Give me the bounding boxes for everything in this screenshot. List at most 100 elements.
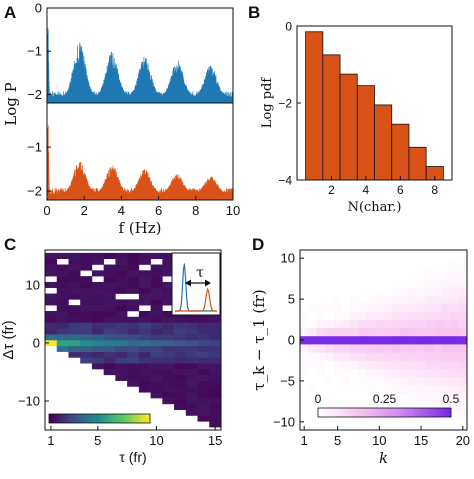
panel-d-cell [350, 335, 359, 345]
panel-c-cell [127, 328, 140, 335]
panel-c-cell [91, 287, 104, 294]
panel-c-cell [91, 252, 104, 260]
panel-c-cell [68, 328, 81, 335]
panel-c-cell [138, 386, 151, 393]
panel-c-cell [103, 305, 116, 312]
panel-c-cell [174, 316, 187, 323]
panel-d-cell [308, 385, 317, 394]
panel-c-colorbar-segment [112, 414, 115, 423]
panel-c-colorbar-segment [91, 414, 95, 423]
panel-d-colorbar-segment [437, 408, 442, 417]
panel-c-cell [127, 316, 140, 323]
panel-d-cell [441, 352, 451, 361]
panel-c-cell [115, 363, 128, 370]
panel-d-cell [366, 376, 376, 386]
panel-c-cell [80, 310, 93, 318]
panel-d-cell [300, 368, 309, 378]
panel-d-cell [408, 311, 418, 320]
panel-c-cell [68, 276, 81, 283]
panel-c-cell [103, 287, 116, 294]
panel-c-cell [127, 299, 140, 306]
panel-c-cell [68, 293, 81, 300]
panel-c-cell [138, 369, 151, 376]
panel-c-cell [68, 305, 81, 312]
panel-d-colorbar-segment [397, 408, 402, 417]
panel-c-cell [115, 299, 128, 306]
panel-d-cell [458, 303, 468, 312]
panel-d-cell [333, 311, 343, 320]
panel-d-cell [316, 327, 326, 337]
panel-d-cell [350, 319, 359, 329]
panel-c-cell [197, 415, 210, 422]
panel-d-cell [416, 327, 426, 337]
panel-d-cell [416, 319, 426, 329]
panel-c-cell [56, 322, 69, 329]
panel-c-colorbar-segment [99, 414, 103, 423]
panel-c-cell [174, 380, 187, 387]
panel-b-histogram: 2 4 6 8 0 −2 −4 N(char.) Log pdf [260, 20, 453, 215]
panel-a-ytick-label-1-0: −1 [27, 140, 42, 155]
panel-d-cell [325, 303, 334, 312]
panel-d-ytick-label-4: −10 [273, 414, 295, 429]
panel-c-cell [103, 264, 116, 271]
panel-c-cell [127, 340, 140, 347]
panel-d-cell [341, 344, 351, 353]
panel-d-cell [408, 335, 418, 345]
panel-c-cell [91, 299, 104, 306]
panel-d-cell [375, 327, 384, 337]
panel-c-xtick-label-2: 10 [149, 433, 163, 448]
panel-c-cell [174, 386, 187, 393]
panel-c-cell [91, 363, 104, 370]
panel-d-colorbar-segment [374, 408, 379, 417]
panel-c-cell [127, 281, 140, 289]
panel-c-cell [127, 258, 140, 265]
panel-d-cell [416, 376, 426, 386]
panel-d-colorbar-segment [401, 408, 405, 417]
panel-c-cell [115, 276, 128, 283]
panel-c-cell [150, 357, 163, 364]
panel-c-cell [138, 258, 151, 265]
panel-c-cell [45, 340, 58, 347]
panel-c-cell [174, 351, 187, 358]
panel-c-cell [80, 299, 93, 306]
panel-d-cell [450, 393, 459, 402]
panel-d-colorbar-segment [367, 408, 372, 417]
panel-c-cell [150, 305, 163, 312]
panel-c-cell [56, 276, 69, 283]
panel-c-colorbar-segment [147, 414, 151, 423]
panel-b-xtick-label-0: 2 [328, 183, 335, 197]
panel-d-colorbar: 0 0.25 0.5 [315, 392, 460, 418]
panel-d-cell [433, 262, 443, 271]
panel-c-cell [197, 380, 210, 387]
panel-a-xlabel: f (Hz) [118, 219, 161, 237]
panel-c-cell [45, 334, 58, 341]
panel-c-cell [138, 293, 151, 300]
panel-c-cell [115, 310, 128, 318]
panel-d-colorbar-segment [344, 408, 349, 417]
panel-c-cell [174, 392, 187, 399]
panel-c-cell [68, 351, 81, 358]
panel-c-cell [56, 287, 69, 294]
panel-d-cell [308, 303, 317, 312]
panel-c-cell [162, 380, 175, 387]
panel-d-cell [458, 344, 468, 353]
panel-c-cell [174, 369, 187, 376]
panel-d-ytick-label-1: 5 [288, 292, 295, 307]
panel-c-cell [56, 334, 69, 341]
panel-d-cell [366, 311, 376, 320]
panel-a-xtick-label-3: 6 [155, 203, 162, 218]
panel-d-cell [316, 311, 326, 320]
panel-c-inset-tau-label: τ [196, 265, 204, 281]
panel-c-cell [91, 357, 104, 364]
panel-c-cell [91, 316, 104, 323]
panel-c-cell [197, 363, 210, 370]
panel-d-cell [441, 360, 451, 369]
panel-d-colorbar-segment [407, 408, 412, 417]
panel-c-cell [91, 334, 104, 341]
panel-c-cell [150, 316, 163, 323]
panel-c-cell [185, 392, 198, 399]
panel-d-cell [433, 295, 443, 304]
panel-d-cell [433, 286, 443, 296]
panel-c-cell [68, 252, 81, 260]
panel-c-cell [197, 351, 210, 358]
